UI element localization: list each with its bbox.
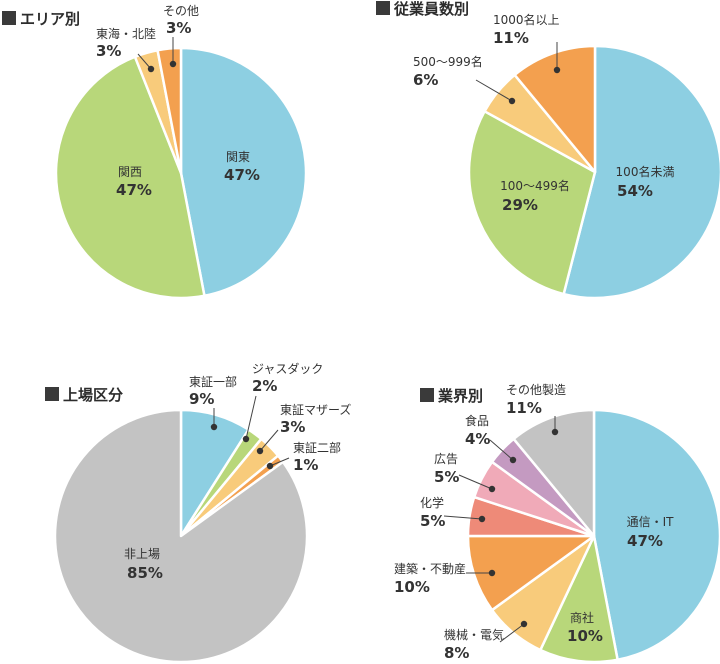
slice-label-mothers: 東証マザーズ 3%: [256, 402, 351, 455]
svg-text:47%: 47%: [116, 181, 152, 199]
svg-text:その他製造: その他製造: [506, 383, 566, 397]
svg-text:食品: 食品: [465, 413, 489, 428]
svg-text:広告: 広告: [434, 452, 458, 466]
pie-slices: [467, 44, 720, 300]
svg-text:東証マザーズ: 東証マザーズ: [280, 402, 351, 417]
title-square-icon: [45, 387, 59, 401]
chart-title: エリア別: [20, 10, 80, 28]
slice-label-advertising: 広告 5%: [434, 452, 496, 493]
svg-text:非上場: 非上場: [124, 547, 160, 561]
slice-label-under-100: 100名未満 54%: [616, 164, 675, 200]
slice-label-construction: 建築・不動産 10%: [394, 561, 496, 596]
pie-slices: [54, 46, 308, 300]
svg-text:3%: 3%: [166, 19, 191, 37]
slice-label-tse2: 東証二部 1%: [266, 440, 341, 474]
svg-text:10%: 10%: [394, 578, 430, 596]
slice-label-kanto: 関東 47%: [224, 150, 260, 184]
slice-label-kansai: 関西 47%: [116, 165, 152, 199]
slice-label-machinery: 機械・電気 8%: [444, 620, 528, 662]
svg-text:11%: 11%: [506, 399, 542, 417]
slice-label-1000-plus: 1000名以上 11%: [493, 12, 561, 74]
slice-label-chemical: 化学 5%: [420, 495, 486, 530]
slice-label-trading: 商社 10%: [567, 610, 603, 645]
slice-label-food: 食品 4%: [465, 413, 517, 464]
svg-text:機械・電気: 機械・電気: [444, 627, 504, 642]
svg-text:その他: その他: [163, 4, 199, 18]
svg-text:6%: 6%: [413, 71, 438, 89]
svg-text:4%: 4%: [465, 430, 490, 448]
svg-text:100～499名: 100～499名: [500, 178, 570, 193]
pie-slice-0-3: [156, 46, 183, 175]
pie-slices: [53, 408, 309, 664]
svg-text:500～999名: 500～999名: [413, 54, 483, 69]
slice-label-500-999: 500～999名 6%: [413, 54, 516, 105]
svg-text:東海・北陸: 東海・北陸: [96, 26, 156, 41]
pie-slices: [466, 408, 720, 664]
slice-label-other-manufacturing: その他製造 11%: [506, 383, 566, 436]
svg-text:8%: 8%: [444, 644, 469, 662]
svg-text:11%: 11%: [493, 29, 529, 47]
pie-slice-3-3: [466, 534, 596, 612]
svg-text:通信・IT: 通信・IT: [627, 515, 675, 529]
title-square-icon: [420, 388, 434, 402]
pie-slice-1-1: [467, 110, 597, 296]
svg-text:商社: 商社: [570, 610, 594, 625]
industry-chart: 業界別 通信・IT 47% 商社 10% 機械・電気 8% 建築・不動産 10%…: [394, 383, 720, 664]
svg-text:3%: 3%: [96, 42, 121, 60]
pie-slice-3-0: [592, 408, 720, 662]
pie-slice-0-1: [54, 55, 206, 300]
svg-text:54%: 54%: [617, 182, 653, 200]
listing-category-chart: 上場区分 東証一部 9% ジャスダック 2% 東証マザーズ 3% 東証二部 1%: [45, 361, 351, 664]
svg-text:9%: 9%: [189, 390, 214, 408]
svg-text:100名未満: 100名未満: [616, 164, 675, 179]
chart-title: 上場区分: [63, 386, 123, 404]
slice-label-100-499: 100～499名 29%: [500, 178, 570, 214]
svg-text:5%: 5%: [420, 512, 445, 530]
pie-slice-1-3: [513, 44, 597, 174]
svg-text:東証一部: 東証一部: [189, 374, 237, 389]
area-chart: エリア別 関東 47% 関西 47% 東海・北陸 3% その他 3%: [2, 4, 308, 300]
svg-text:東証二部: 東証二部: [293, 440, 341, 455]
svg-text:関西: 関西: [118, 165, 142, 179]
svg-text:10%: 10%: [567, 627, 603, 645]
pie-slice-3-1: [539, 534, 619, 664]
svg-text:関東: 関東: [226, 150, 250, 164]
svg-text:ジャスダック: ジャスダック: [252, 361, 323, 376]
title-square-icon: [376, 1, 390, 15]
slice-label-unlisted: 非上場 85%: [124, 547, 163, 582]
employee-count-chart: 従業員数別 100名未満 54% 100～499名 29% 500～999名 6…: [376, 0, 720, 300]
svg-text:建築・不動産: 建築・不動産: [394, 561, 466, 576]
svg-text:47%: 47%: [224, 166, 260, 184]
title-square-icon: [2, 11, 16, 25]
chart-title: 従業員数別: [393, 0, 469, 18]
pie-slice-0-0: [179, 46, 308, 298]
pie-slice-3-7: [512, 408, 596, 538]
pie-slice-1-0: [562, 44, 720, 300]
svg-text:化学: 化学: [420, 495, 444, 510]
slice-label-tse1: 東証一部 9%: [189, 374, 237, 431]
slice-label-jasdaq: ジャスダック 2%: [242, 361, 323, 443]
chart-title: 業界別: [437, 387, 483, 405]
svg-text:1%: 1%: [293, 456, 318, 474]
svg-text:47%: 47%: [627, 532, 663, 550]
svg-text:29%: 29%: [502, 196, 538, 214]
svg-text:2%: 2%: [252, 377, 277, 395]
pie-slice-2-4: [53, 408, 309, 664]
svg-text:85%: 85%: [127, 564, 163, 582]
slice-label-telecom-it: 通信・IT 47%: [627, 515, 675, 550]
svg-text:3%: 3%: [280, 418, 305, 436]
slice-label-tokai: 東海・北陸 3%: [96, 26, 156, 73]
svg-text:1000名以上: 1000名以上: [493, 12, 560, 27]
slice-label-other: その他 3%: [163, 4, 199, 68]
svg-text:5%: 5%: [434, 468, 459, 486]
